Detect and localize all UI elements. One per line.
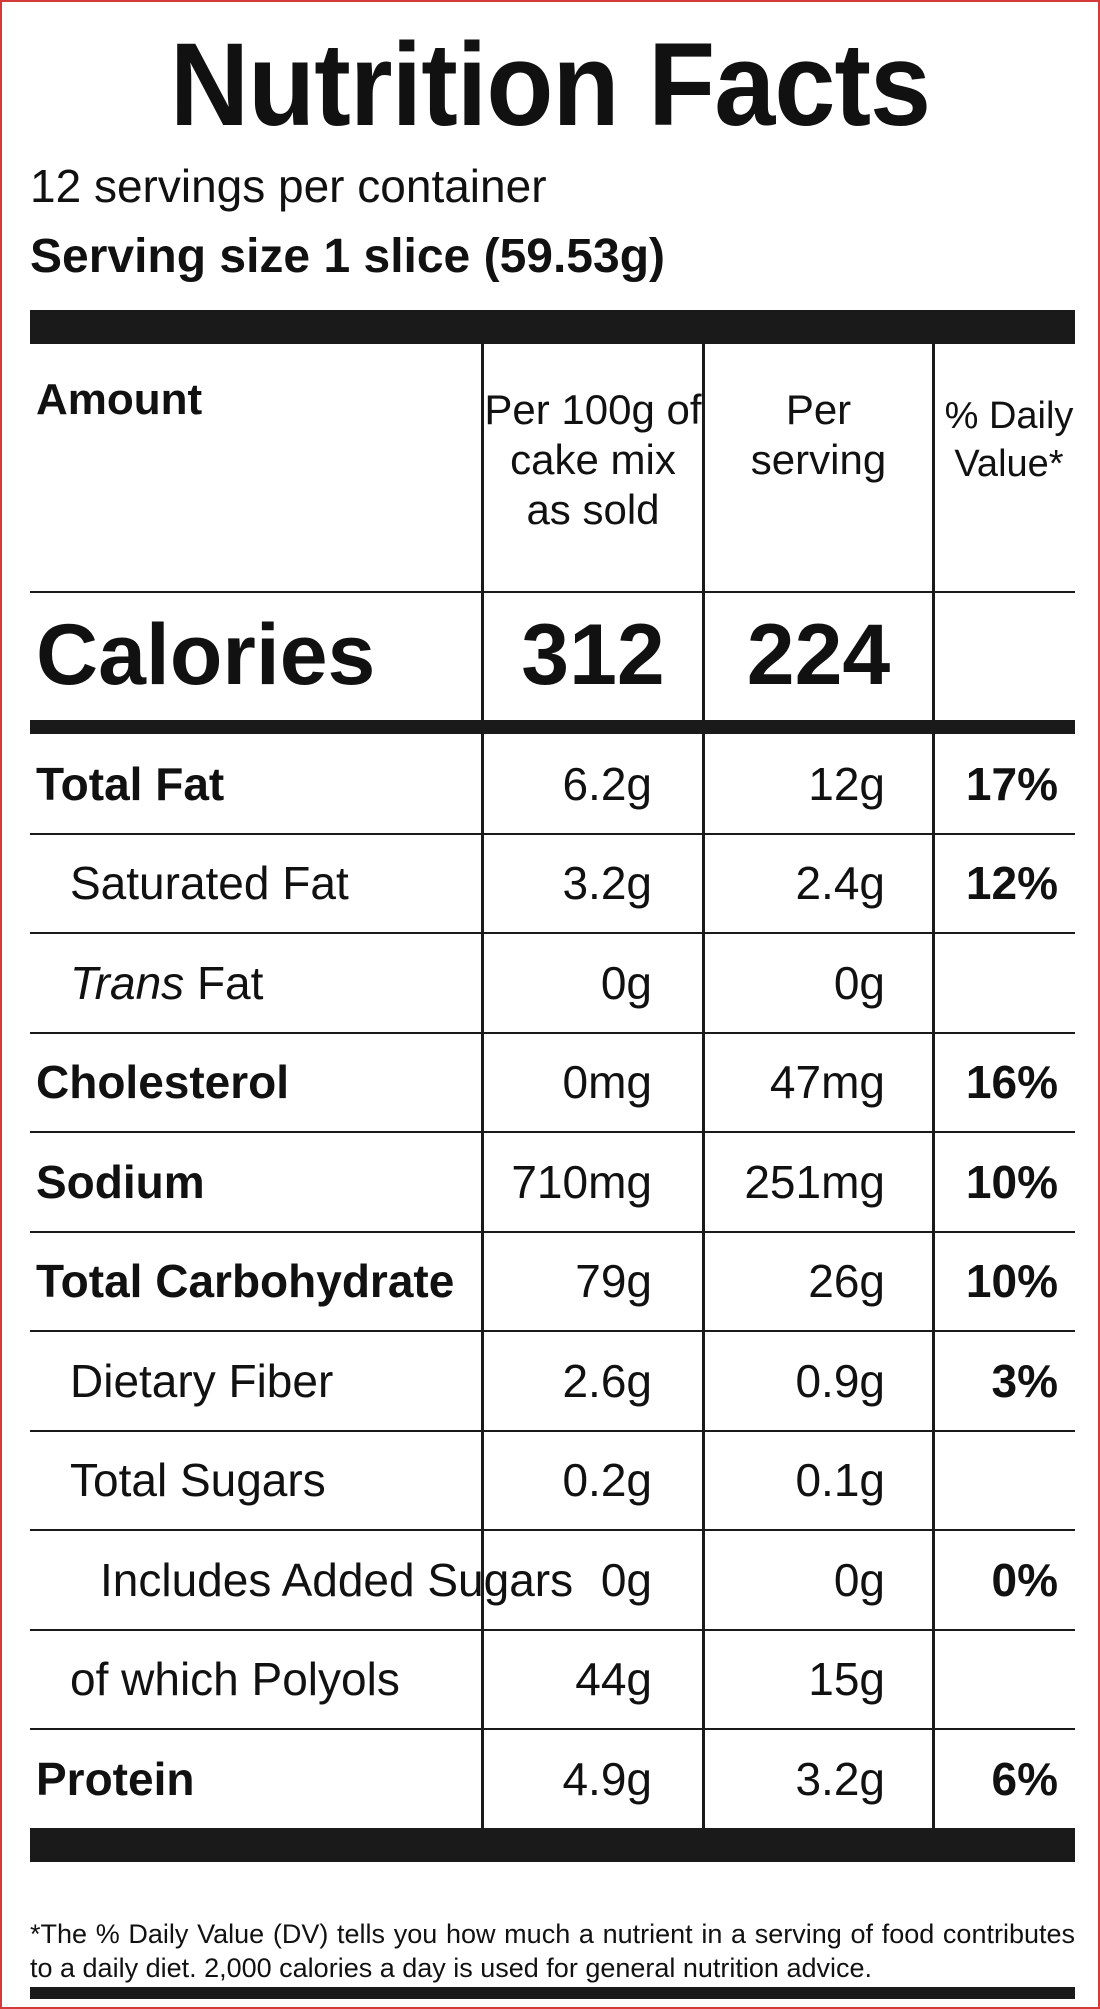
calories-per-serving: 224 <box>746 607 891 703</box>
nutrient-per-100g: 0g <box>600 956 652 1009</box>
nutrient-label: Trans Fat <box>70 933 263 1033</box>
nutrient-per-serving: 15g <box>808 1653 885 1706</box>
header-per-100g-line3: as sold <box>526 486 660 533</box>
column-divider-1 <box>481 344 484 1828</box>
header-per-100g-line2: cake mix <box>510 436 676 483</box>
servings-per-container: 12 servings per container <box>30 160 547 212</box>
nutrient-per-serving: 0g <box>833 1553 885 1606</box>
column-divider-2 <box>702 344 705 1828</box>
nutrient-daily-value <box>935 933 1058 1033</box>
nutrient-daily-value: 17% <box>965 757 1058 810</box>
serving-size: Serving size 1 slice (59.53g) <box>30 230 665 283</box>
header-daily-value-line1: % Daily <box>944 395 1074 437</box>
header-per-serving: Per serving <box>705 385 932 485</box>
nutrient-per-100g: 3.2g <box>562 857 652 910</box>
header-daily-value: % Daily Value* <box>935 392 1083 488</box>
row-divider <box>30 1529 1075 1531</box>
calories-label: Calories <box>36 607 376 703</box>
row-divider <box>30 1031 1075 1034</box>
nutrient-per-serving: 26g <box>808 1255 885 1308</box>
nutrient-per-serving: 0g <box>833 956 885 1009</box>
row-divider <box>30 1628 1075 1631</box>
nutrient-per-serving: 0.9g <box>795 1354 885 1407</box>
nutrient-daily-value <box>935 1431 1058 1531</box>
nutrient-per-100g: 0g <box>600 1553 652 1606</box>
nutrient-per-serving: 47mg <box>769 1056 885 1109</box>
nutrient-per-100g: 6.2g <box>562 757 652 810</box>
row-divider <box>30 1728 1075 1730</box>
nutrient-daily-value: 16% <box>965 1056 1058 1109</box>
thick-divider-top <box>30 310 1075 344</box>
nutrient-label: Cholesterol <box>36 1056 290 1109</box>
nutrient-label: Protein <box>36 1752 195 1805</box>
row-divider <box>30 832 1075 835</box>
nutrient-label-italic: Trans <box>70 956 185 1009</box>
nutrient-per-100g: 2.6g <box>562 1354 652 1407</box>
row-divider <box>30 932 1075 934</box>
nutrient-per-serving: 2.4g <box>795 857 885 910</box>
nutrient-per-serving: 12g <box>808 757 885 810</box>
nutrient-daily-value: 6% <box>991 1752 1058 1805</box>
nutrient-per-100g: 710mg <box>511 1155 652 1208</box>
thick-divider-bottom <box>30 1828 1075 1862</box>
nutrient-label: Total Fat <box>36 757 225 810</box>
column-divider-3 <box>932 344 935 1828</box>
row-divider <box>30 1131 1075 1133</box>
thick-divider-footer <box>30 1987 1075 1999</box>
nutrient-daily-value: 10% <box>965 1155 1058 1208</box>
nutrient-per-serving: 0.1g <box>795 1454 885 1507</box>
nutrient-label-text: Fat <box>184 956 264 1009</box>
nutrient-label: Dietary Fiber <box>70 1354 334 1407</box>
nutrient-daily-value: 0% <box>991 1553 1058 1606</box>
row-divider <box>30 1429 1075 1432</box>
nutrient-per-100g: 79g <box>575 1255 652 1308</box>
nutrient-label: Sodium <box>36 1155 205 1208</box>
row-divider <box>30 1330 1075 1332</box>
header-amount: Amount <box>36 375 203 424</box>
footnote: *The % Daily Value (DV) tells you how mu… <box>30 1919 1075 1983</box>
nutrient-label: Total Sugars <box>70 1454 326 1507</box>
nutrient-per-100g: 44g <box>575 1653 652 1706</box>
nutrient-per-serving: 251mg <box>744 1155 885 1208</box>
calories-per-100g: 312 <box>521 607 665 703</box>
label-title: Nutrition Facts <box>169 19 931 151</box>
nutrient-label: Total Carbohydrate <box>36 1255 455 1308</box>
header-daily-value-line2: Value* <box>954 443 1064 485</box>
row-divider <box>30 1230 1075 1233</box>
nutrient-label: of which Polyols <box>70 1653 400 1706</box>
nutrient-daily-value: 3% <box>991 1354 1058 1407</box>
nutrient-per-100g: 4.9g <box>562 1752 652 1805</box>
nutrient-label: Includes Added Sugars <box>100 1553 574 1606</box>
header-per-100g: Per 100g of cake mix as sold <box>484 385 702 535</box>
nutrient-daily-value: 12% <box>965 857 1058 910</box>
nutrient-daily-value: 10% <box>965 1255 1058 1308</box>
nutrient-label: Saturated Fat <box>70 857 349 910</box>
header-per-serving-line1: Per <box>785 386 852 433</box>
header-divider <box>30 591 1075 593</box>
thick-divider-calories <box>30 720 1075 734</box>
nutrient-per-serving: 3.2g <box>795 1752 885 1805</box>
header-per-100g-line1: Per 100g of <box>484 386 702 433</box>
nutrient-daily-value <box>935 1630 1058 1730</box>
nutrient-per-100g: 0mg <box>562 1056 652 1109</box>
header-per-serving-line2: serving <box>750 436 887 483</box>
nutrient-per-100g: 0.2g <box>562 1454 652 1507</box>
